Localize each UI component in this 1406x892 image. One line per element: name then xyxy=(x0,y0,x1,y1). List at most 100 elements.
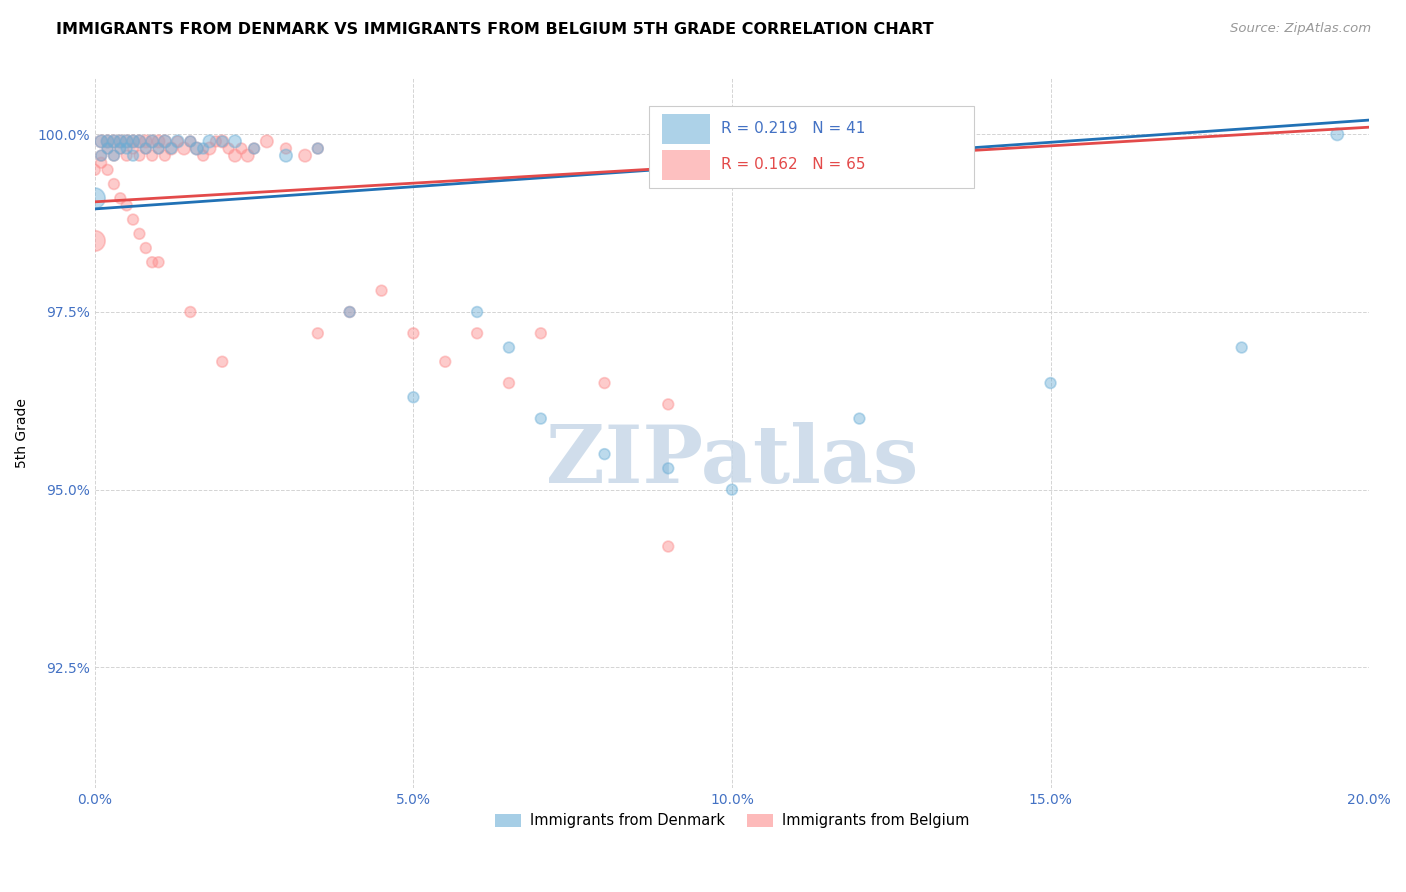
Y-axis label: 5th Grade: 5th Grade xyxy=(15,398,30,467)
Point xyxy=(128,135,150,149)
Point xyxy=(198,141,221,155)
Point xyxy=(97,141,120,155)
Point xyxy=(179,135,201,149)
Point xyxy=(148,141,170,155)
Point xyxy=(115,148,138,162)
Point xyxy=(179,135,201,149)
Point xyxy=(83,191,105,205)
Point xyxy=(97,162,120,177)
Point xyxy=(657,540,679,554)
Point xyxy=(166,135,188,149)
Point xyxy=(122,148,145,162)
Point xyxy=(218,141,240,155)
Point xyxy=(103,148,125,162)
Point xyxy=(294,148,316,162)
Point xyxy=(83,162,105,177)
Text: Source: ZipAtlas.com: Source: ZipAtlas.com xyxy=(1230,22,1371,36)
Point xyxy=(115,135,138,149)
Point xyxy=(205,135,228,149)
Point xyxy=(657,461,679,475)
Point xyxy=(256,135,278,149)
Point xyxy=(141,135,163,149)
Point xyxy=(236,148,259,162)
Text: ZIPatlas: ZIPatlas xyxy=(546,422,918,500)
Point xyxy=(97,135,120,149)
Point xyxy=(370,284,392,298)
FancyBboxPatch shape xyxy=(662,114,710,144)
Point xyxy=(128,148,150,162)
Point xyxy=(110,135,132,149)
Point xyxy=(115,198,138,212)
Point xyxy=(148,141,170,155)
Point xyxy=(657,397,679,411)
Point xyxy=(530,411,553,425)
Point xyxy=(90,135,112,149)
Legend: Immigrants from Denmark, Immigrants from Belgium: Immigrants from Denmark, Immigrants from… xyxy=(489,807,974,834)
Point xyxy=(153,135,176,149)
Point xyxy=(135,141,157,155)
Point xyxy=(110,191,132,205)
Point xyxy=(141,255,163,269)
Point xyxy=(465,305,488,319)
Point xyxy=(593,376,616,390)
Point xyxy=(122,212,145,227)
Point xyxy=(115,141,138,155)
Point xyxy=(110,141,132,155)
Point xyxy=(1230,341,1253,355)
Point xyxy=(211,355,233,369)
Point xyxy=(110,141,132,155)
Point xyxy=(141,148,163,162)
Point xyxy=(186,141,208,155)
Point xyxy=(224,135,246,149)
Point xyxy=(498,341,520,355)
Point xyxy=(307,141,329,155)
FancyBboxPatch shape xyxy=(650,106,974,187)
Point xyxy=(243,141,266,155)
Point xyxy=(103,135,125,149)
Point xyxy=(498,376,520,390)
Text: R = 0.162   N = 65: R = 0.162 N = 65 xyxy=(720,157,865,172)
Point xyxy=(103,148,125,162)
Point xyxy=(90,135,112,149)
Point xyxy=(153,148,176,162)
Point xyxy=(191,148,214,162)
Point xyxy=(148,255,170,269)
Point xyxy=(1039,376,1062,390)
Point xyxy=(274,141,297,155)
Point xyxy=(97,135,120,149)
Point xyxy=(307,326,329,341)
Point xyxy=(153,135,176,149)
Point xyxy=(128,135,150,149)
Point xyxy=(90,148,112,162)
Point xyxy=(274,148,297,162)
Point xyxy=(135,241,157,255)
Point xyxy=(160,141,183,155)
Point xyxy=(402,390,425,404)
Point xyxy=(402,326,425,341)
Point xyxy=(128,227,150,241)
Point xyxy=(593,447,616,461)
Point xyxy=(179,305,201,319)
Point xyxy=(110,135,132,149)
Point xyxy=(160,141,183,155)
Point xyxy=(530,326,553,341)
Point xyxy=(186,141,208,155)
Point xyxy=(103,135,125,149)
Point xyxy=(191,141,214,155)
Point xyxy=(307,141,329,155)
Point xyxy=(122,135,145,149)
Point xyxy=(115,135,138,149)
Point xyxy=(135,135,157,149)
Point xyxy=(434,355,457,369)
Point xyxy=(122,141,145,155)
Point xyxy=(90,155,112,169)
Point xyxy=(173,141,195,155)
Text: R = 0.219   N = 41: R = 0.219 N = 41 xyxy=(720,121,865,136)
Point xyxy=(97,141,120,155)
FancyBboxPatch shape xyxy=(662,150,710,179)
Point xyxy=(1326,128,1348,142)
Point xyxy=(721,483,744,497)
Point xyxy=(166,135,188,149)
Point xyxy=(141,135,163,149)
Point xyxy=(90,148,112,162)
